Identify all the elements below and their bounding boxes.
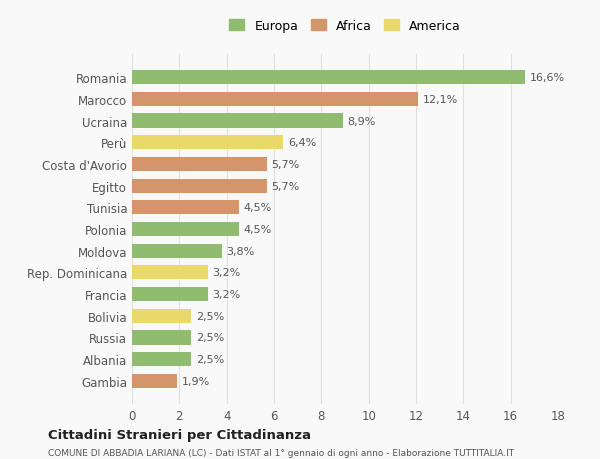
Text: 4,5%: 4,5% bbox=[243, 203, 271, 213]
Bar bbox=[132, 223, 239, 236]
Text: 4,5%: 4,5% bbox=[243, 224, 271, 235]
Bar bbox=[132, 309, 191, 323]
Bar bbox=[132, 93, 418, 106]
Bar bbox=[132, 71, 525, 85]
Text: 3,2%: 3,2% bbox=[212, 290, 241, 299]
Bar bbox=[132, 157, 267, 172]
Bar bbox=[132, 201, 239, 215]
Bar bbox=[132, 266, 208, 280]
Bar bbox=[132, 353, 191, 366]
Bar bbox=[132, 114, 343, 129]
Bar bbox=[132, 330, 191, 345]
Text: 12,1%: 12,1% bbox=[423, 95, 458, 105]
Text: 5,7%: 5,7% bbox=[272, 181, 300, 191]
Text: COMUNE DI ABBADIA LARIANA (LC) - Dati ISTAT al 1° gennaio di ogni anno - Elabora: COMUNE DI ABBADIA LARIANA (LC) - Dati IS… bbox=[48, 448, 514, 457]
Text: 3,8%: 3,8% bbox=[227, 246, 255, 256]
Text: Cittadini Stranieri per Cittadinanza: Cittadini Stranieri per Cittadinanza bbox=[48, 428, 311, 441]
Text: 8,9%: 8,9% bbox=[347, 116, 376, 126]
Text: 2,5%: 2,5% bbox=[196, 354, 224, 364]
Bar bbox=[132, 244, 222, 258]
Bar bbox=[132, 136, 283, 150]
Text: 3,2%: 3,2% bbox=[212, 268, 241, 278]
Text: 1,9%: 1,9% bbox=[182, 376, 210, 386]
Bar bbox=[132, 374, 177, 388]
Text: 2,5%: 2,5% bbox=[196, 311, 224, 321]
Text: 6,4%: 6,4% bbox=[288, 138, 316, 148]
Bar bbox=[132, 179, 267, 193]
Legend: Europa, Africa, America: Europa, Africa, America bbox=[226, 16, 464, 36]
Bar bbox=[132, 287, 208, 302]
Text: 16,6%: 16,6% bbox=[530, 73, 565, 83]
Text: 5,7%: 5,7% bbox=[272, 160, 300, 169]
Text: 2,5%: 2,5% bbox=[196, 333, 224, 343]
